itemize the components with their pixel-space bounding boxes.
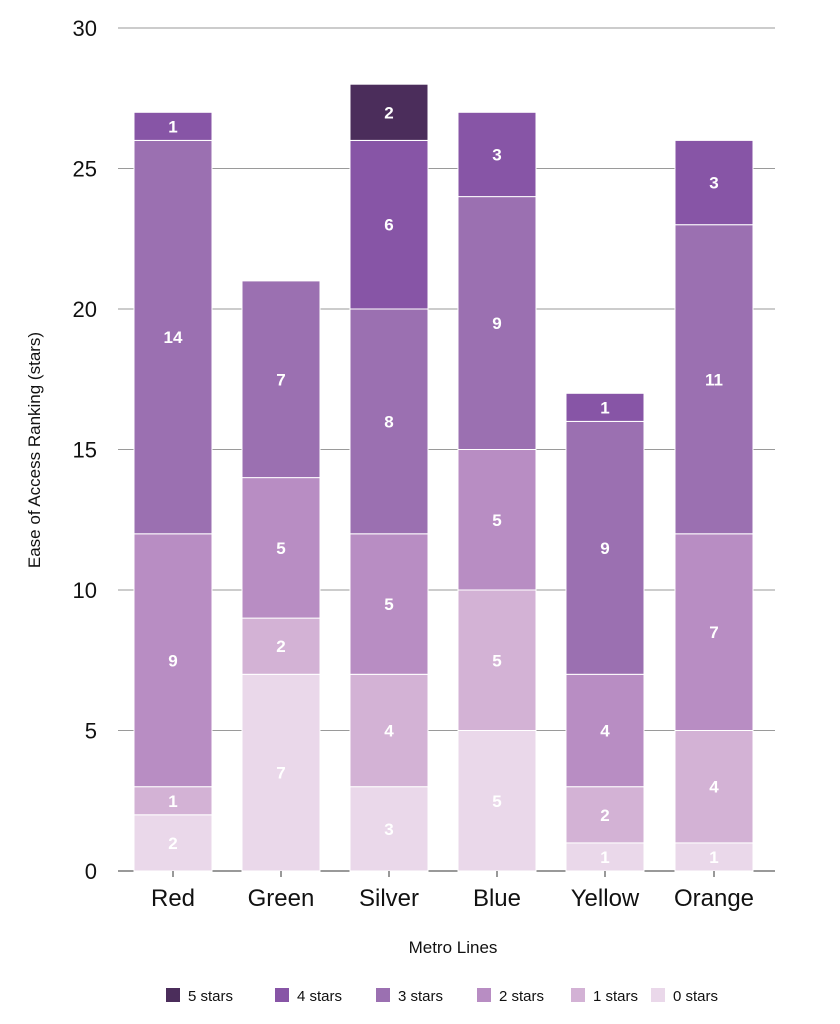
segment-label-red-0-stars: 2 — [168, 834, 177, 853]
bar-segment-red-3-stars — [133, 139, 213, 535]
bar-segment-silver-0-stars — [349, 786, 429, 872]
x-tick-label-green: Green — [248, 885, 315, 912]
bar-segment-blue-4-stars — [457, 111, 537, 198]
legend-swatch-4-stars — [275, 988, 289, 1002]
segment-label-blue-2-stars: 5 — [492, 511, 501, 530]
segment-label-red-3-stars: 14 — [164, 328, 183, 347]
segment-label-orange-4-stars: 3 — [709, 174, 718, 193]
segment-label-silver-1-stars: 4 — [384, 722, 394, 741]
bar-segment-silver-2-stars — [349, 533, 429, 675]
y-axis-title: Ease of Access Ranking (stars) — [25, 332, 44, 568]
legend-label-0-stars: 0 stars — [673, 988, 718, 1005]
bar-segment-blue-2-stars — [457, 449, 537, 591]
bar-segment-yellow-1-stars — [565, 786, 645, 844]
legend-label-5-stars: 5 stars — [188, 988, 233, 1005]
bar-segment-silver-3-stars — [349, 308, 429, 535]
segment-label-blue-1-stars: 5 — [492, 651, 501, 670]
segment-label-yellow-2-stars: 4 — [600, 722, 610, 741]
segment-label-orange-3-stars: 11 — [705, 370, 723, 389]
segment-label-yellow-4-stars: 1 — [600, 398, 609, 417]
bar-segment-red-1-stars — [133, 786, 213, 816]
segment-label-green-0-stars: 7 — [276, 764, 285, 783]
x-axis-title: Metro Lines — [409, 938, 498, 957]
bars — [133, 83, 754, 872]
bar-segment-red-2-stars — [133, 533, 213, 788]
bar-segment-orange-3-stars — [674, 224, 754, 535]
legend-swatch-5-stars — [166, 988, 180, 1002]
x-axis-ticks: Red Green Silver Blue Yellow Orange — [151, 871, 754, 912]
segment-label-silver-4-stars: 6 — [384, 216, 393, 235]
segment-label-green-1-stars: 2 — [276, 637, 285, 656]
segment-label-red-4-stars: 1 — [168, 117, 177, 136]
bar-segment-yellow-3-stars — [565, 420, 645, 675]
x-tick-label-orange: Orange — [674, 885, 754, 912]
bar-segment-silver-5-stars — [349, 83, 429, 141]
y-tick-label-15: 15 — [73, 438, 97, 463]
bar-segment-green-1-stars — [241, 617, 321, 675]
bar-segment-green-2-stars — [241, 477, 321, 619]
y-axis-ticks: 0 5 10 15 20 25 30 — [73, 16, 97, 884]
segment-label-red-1-stars: 1 — [168, 792, 177, 811]
segment-label-red-2-stars: 9 — [168, 651, 177, 670]
x-tick-label-silver: Silver — [359, 885, 419, 912]
segment-label-blue-3-stars: 9 — [492, 314, 501, 333]
segment-label-blue-4-stars: 3 — [492, 145, 501, 164]
bar-segment-green-0-stars — [241, 673, 321, 872]
y-tick-label-5: 5 — [85, 719, 97, 744]
bar-segment-orange-2-stars — [674, 533, 754, 731]
legend: 5 stars 4 stars 3 stars 2 stars 1 stars 0 sta… — [166, 988, 718, 1005]
bar-segment-green-3-stars — [241, 280, 321, 479]
bar-segment-silver-4-stars — [349, 139, 429, 310]
segment-label-yellow-0-stars: 1 — [600, 848, 609, 867]
bar-segment-yellow-4-stars — [565, 392, 645, 422]
legend-swatch-0-stars — [651, 988, 665, 1002]
legend-swatch-1-stars — [571, 988, 585, 1002]
legend-label-2-stars: 2 stars — [499, 988, 544, 1005]
bar-segment-silver-1-stars — [349, 673, 429, 788]
legend-label-3-stars: 3 stars — [398, 988, 443, 1005]
legend-swatch-3-stars — [376, 988, 390, 1002]
y-tick-label-20: 20 — [73, 297, 97, 322]
bar-segment-yellow-2-stars — [565, 673, 645, 788]
x-tick-label-yellow: Yellow — [571, 885, 640, 912]
legend-label-4-stars: 4 stars — [297, 988, 342, 1005]
segment-label-silver-0-stars: 3 — [384, 820, 393, 839]
segment-label-green-3-stars: 7 — [276, 370, 285, 389]
bar-segment-blue-3-stars — [457, 196, 537, 450]
bar-segment-red-4-stars — [133, 111, 213, 141]
segment-label-yellow-1-stars: 2 — [600, 806, 609, 825]
y-tick-label-10: 10 — [73, 578, 97, 603]
segment-label-silver-3-stars: 8 — [384, 412, 393, 431]
gridlines — [118, 27, 775, 872]
segment-label-green-2-stars: 5 — [276, 539, 285, 558]
legend-label-1-stars: 1 stars — [593, 988, 638, 1005]
bar-segment-blue-0-stars — [457, 730, 537, 872]
x-tick-label-red: Red — [151, 885, 195, 912]
segment-label-silver-2-stars: 5 — [384, 595, 393, 614]
bar-segment-yellow-0-stars — [565, 842, 645, 872]
bar-segment-blue-1-stars — [457, 589, 537, 731]
segment-label-orange-2-stars: 7 — [709, 623, 718, 642]
segment-label-orange-0-stars: 1 — [709, 848, 718, 867]
segment-label-blue-0-stars: 5 — [492, 792, 501, 811]
segment-label-orange-1-stars: 4 — [709, 778, 719, 797]
segment-label-yellow-3-stars: 9 — [600, 539, 609, 558]
bar-segment-orange-4-stars — [674, 139, 754, 226]
y-tick-label-0: 0 — [85, 859, 97, 884]
y-tick-label-25: 25 — [73, 157, 97, 182]
x-tick-label-blue: Blue — [473, 885, 521, 912]
segment-label-silver-5-stars: 2 — [384, 103, 393, 122]
y-tick-label-30: 30 — [73, 16, 97, 41]
legend-swatch-2-stars — [477, 988, 491, 1002]
